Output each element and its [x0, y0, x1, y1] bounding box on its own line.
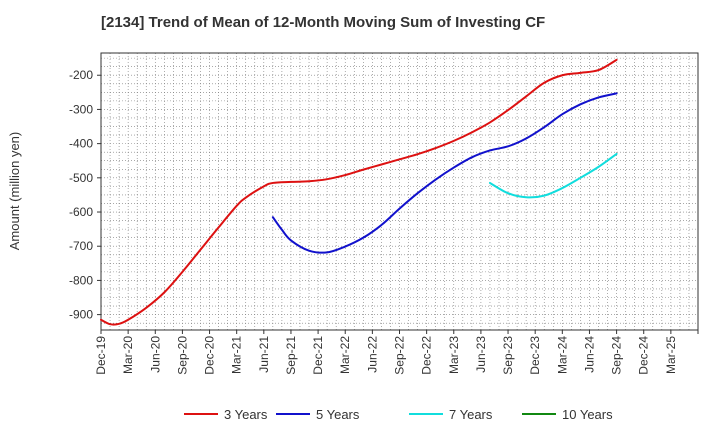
x-tick-label: Mar-25	[664, 336, 678, 374]
y-tick-label: -500	[69, 171, 93, 185]
x-tick-label: Mar-20	[121, 336, 135, 374]
x-tick-label: Dec-23	[528, 336, 542, 375]
x-tick-label: Jun-24	[582, 336, 596, 373]
x-tick-label: Sep-22	[393, 336, 407, 375]
x-tick-label: Sep-20	[175, 336, 189, 375]
y-tick-label: -800	[69, 273, 93, 287]
legend-label: 5 Years	[316, 407, 360, 422]
x-tick-label: Sep-21	[284, 336, 298, 375]
y-tick-label: -200	[69, 68, 93, 82]
x-tick-label: Jun-22	[365, 336, 379, 373]
grid-lines	[101, 53, 698, 330]
legend-label: 3 Years	[224, 407, 268, 422]
y-axis-label: Amount (million yen)	[7, 132, 22, 251]
x-tick-label: Jun-23	[474, 336, 488, 373]
y-tick-label: -600	[69, 205, 93, 219]
x-tick-label: Dec-22	[420, 336, 434, 375]
y-tick-label: -400	[69, 137, 93, 151]
x-tick-label: Dec-20	[203, 336, 217, 375]
legend: 3 Years 5 Years 7 Years 10 Years	[184, 407, 613, 422]
x-tick-label: Dec-24	[637, 336, 651, 375]
y-tick-label: -300	[69, 102, 93, 116]
x-tick-label: Jun-20	[148, 336, 162, 373]
y-tick-label: -900	[69, 308, 93, 322]
x-tick-label: Sep-23	[501, 336, 515, 375]
series-line-7-years	[488, 152, 618, 199]
legend-label: 7 Years	[449, 407, 493, 422]
x-axis: Dec-19 Mar-20 Jun-20 Sep-20 Dec-20 Mar-21 Jun-…	[94, 330, 699, 375]
y-tick-label: -700	[69, 239, 93, 253]
x-tick-label: Jun-21	[257, 336, 271, 373]
x-tick-label: Mar-23	[447, 336, 461, 374]
x-tick-label: Dec-21	[311, 336, 325, 375]
x-tick-label: Dec-19	[94, 336, 108, 375]
chart-title: [2134] Trend of Mean of 12-Month Moving …	[101, 14, 545, 31]
y-axis: -900 -800 -700 -600 -500 -400 -300 -200	[69, 68, 101, 322]
x-tick-label: Sep-24	[610, 336, 624, 375]
x-tick-label: Mar-21	[230, 336, 244, 374]
x-tick-label: Mar-22	[338, 336, 352, 374]
series-line-3-years	[100, 58, 618, 326]
series-line-5-years	[271, 92, 618, 254]
x-tick-label: Mar-24	[555, 336, 569, 374]
series-lines	[100, 58, 618, 326]
legend-label: 10 Years	[562, 407, 613, 422]
